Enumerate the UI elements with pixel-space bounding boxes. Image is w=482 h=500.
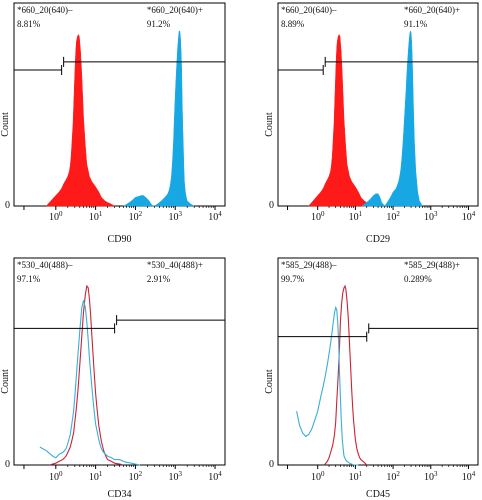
y-tick-label: 0 <box>269 200 274 211</box>
y-axis-label: Count <box>0 369 11 394</box>
x-axis-label: CD45 <box>366 489 390 500</box>
x-tick-label: 104 <box>462 210 476 223</box>
y-axis-label: Count <box>264 112 275 137</box>
plot-frame <box>13 2 226 207</box>
plot-frame <box>13 257 226 466</box>
plot-frame <box>277 2 479 207</box>
x-tick-label: 102 <box>386 210 400 223</box>
x-tick-label: 102 <box>386 470 400 483</box>
gate-positive-label: *585_29(488)+ <box>404 260 460 270</box>
histogram-series-1 <box>153 30 195 207</box>
histogram-series-2 <box>361 193 386 207</box>
x-tick-label: 100 <box>49 210 63 223</box>
x-tick-label: 100 <box>49 470 63 483</box>
histogram-series-2 <box>123 195 155 207</box>
x-tick-label: 103 <box>168 470 182 483</box>
gate-positive-percent: 91.2% <box>147 19 171 29</box>
panel-cd45: *585_29(488)– 99.7% *585_29(488)+ 0.289% Cou… <box>264 257 479 500</box>
gate-positive-label: *660_20(640)+ <box>147 5 203 15</box>
x-axis-label: CD34 <box>108 489 132 500</box>
x-tick-label: 103 <box>424 470 438 483</box>
x-tick-label: 104 <box>208 210 222 223</box>
x-tick-label: 101 <box>89 470 103 483</box>
y-tick-label: 0 <box>269 459 274 470</box>
panel-cd29: *660_20(640)– 8.89% *660_20(640)+ 91.1% Coun… <box>264 2 479 245</box>
x-tick-label: 103 <box>424 210 438 223</box>
gate-negative-label: *660_20(640)– <box>17 5 73 15</box>
gate-positive-percent: 91.1% <box>404 19 428 29</box>
gate-positive-label: *660_20(640)+ <box>404 5 460 15</box>
gate-negative-percent: 8.81% <box>17 19 41 29</box>
histogram-series-1 <box>384 30 423 207</box>
x-tick-label: 102 <box>129 210 143 223</box>
gate-positive-percent: 0.289% <box>404 274 432 284</box>
y-axis-label: Count <box>0 112 11 137</box>
panel-cd34: *530_40(488)– 97.1% *530_40(488)+ 2.91% Coun… <box>0 257 226 500</box>
x-tick-label: 104 <box>208 470 222 483</box>
x-tick-label: 102 <box>129 470 143 483</box>
gate-negative-percent: 97.1% <box>17 274 41 284</box>
histogram-series-1 <box>39 300 141 466</box>
y-tick-label: 0 <box>5 459 10 470</box>
gate-negative-percent: 8.89% <box>281 19 305 29</box>
y-tick-label: 0 <box>5 200 10 211</box>
x-tick-label: 101 <box>349 210 363 223</box>
histogram-series-0 <box>45 33 115 207</box>
panel-cd90: *660_20(640)– 8.81% *660_20(640)+ 91.2% Coun… <box>0 2 226 245</box>
gate-negative-label: *660_20(640)– <box>281 5 337 15</box>
x-tick-label: 100 <box>311 210 325 223</box>
gate-negative-percent: 99.7% <box>281 274 305 284</box>
plot-frame <box>277 257 479 466</box>
x-tick-label: 101 <box>89 210 103 223</box>
x-tick-label: 100 <box>311 470 325 483</box>
gate-positive-label: *530_40(488)+ <box>147 260 203 270</box>
y-axis-label: Count <box>264 369 275 394</box>
gate-negative-label: *585_29(488)– <box>281 260 337 270</box>
histogram-series-1 <box>296 305 359 466</box>
histogram-series-0 <box>308 33 375 207</box>
x-axis-label: CD29 <box>366 234 390 245</box>
histogram-series-0 <box>323 284 368 466</box>
x-tick-label: 104 <box>462 470 476 483</box>
gate-positive-percent: 2.91% <box>147 274 171 284</box>
x-axis-label: CD90 <box>108 234 132 245</box>
x-tick-label: 103 <box>168 210 182 223</box>
x-tick-label: 101 <box>349 470 363 483</box>
gate-negative-label: *530_40(488)– <box>17 260 73 270</box>
